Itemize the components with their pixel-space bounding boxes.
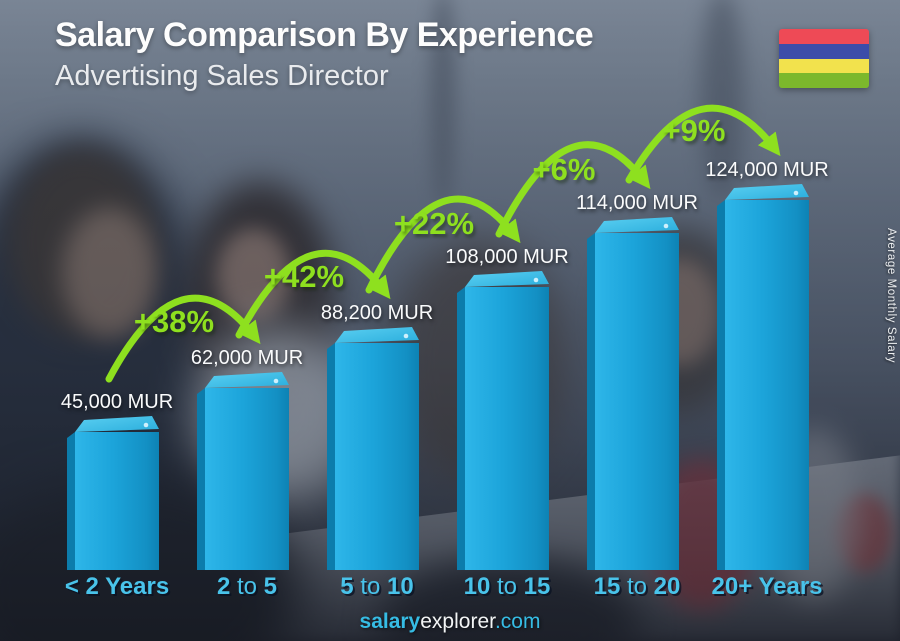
page-subtitle: Advertising Sales Director [55, 59, 389, 92]
flag-stripe-yellow [779, 58, 869, 74]
page-title: Salary Comparison By Experience [55, 16, 594, 54]
x-axis-label-text: 15 [523, 573, 551, 600]
bar-column-2 [197, 372, 289, 570]
x-axis-label-connector: to [230, 573, 264, 600]
bar-column-1 [67, 416, 159, 570]
bar-side-face [67, 432, 75, 570]
x-axis-label-text: 2 [216, 573, 231, 600]
footer: salaryexplorer.com [0, 610, 900, 634]
value-label: 114,000 MUR [576, 192, 698, 214]
x-axis-label: < 2 Years [65, 573, 169, 601]
brand-domain: .com [494, 610, 541, 633]
bar-side-face [327, 343, 335, 570]
bar-column-5 [587, 217, 679, 570]
x-axis-label-text: < 2 Years [64, 573, 170, 600]
bar-column-3 [327, 327, 419, 570]
x-axis-label-text: 5 [340, 573, 354, 600]
bar-front-face [725, 200, 809, 570]
value-label: 62,000 MUR [190, 347, 304, 369]
x-axis-label-text: 15 [593, 573, 621, 600]
bar-glint [663, 223, 669, 229]
x-axis-label: 20+ Years [711, 573, 822, 601]
x-axis-label-connector: to [490, 573, 524, 600]
brand-salary: salary [359, 610, 421, 633]
value-label: 45,000 MUR [60, 391, 174, 413]
header: Salary Comparison By Experience Advertis… [55, 14, 594, 93]
percent-change-label: +22% [393, 206, 475, 241]
x-axis-label-text: 10 [463, 573, 491, 600]
y-axis-label: Average Monthly Salary [885, 228, 897, 364]
value-label: 88,200 MUR [320, 302, 434, 324]
bar-front-face [75, 432, 159, 570]
x-axis-label-text: 20 [653, 573, 681, 600]
bar-glint [533, 277, 539, 283]
percent-change-label: +9% [662, 113, 726, 149]
x-axis-label: 5 to 10 [340, 573, 413, 601]
x-axis-label-connector: to [353, 573, 388, 600]
bar-glint [403, 333, 409, 339]
value-label: 108,000 MUR [445, 246, 569, 268]
x-axis-label-connector: to [620, 573, 654, 600]
bar-front-face [465, 287, 549, 570]
bar-side-face [587, 233, 595, 570]
bar-glint [273, 378, 279, 384]
flag-stripe-blue [779, 43, 869, 59]
bar-glint [793, 190, 799, 196]
x-axis-label: 15 to 20 [594, 573, 681, 601]
percent-change-label: +42% [263, 259, 345, 295]
mauritius-flag-icon [779, 29, 869, 88]
percent-change-label: +38% [133, 304, 215, 339]
value-label: 124,000 MUR [705, 159, 829, 181]
x-axis-label-text: 20+ Years [711, 573, 823, 600]
brand-link[interactable]: salaryexplorer.com [360, 610, 541, 633]
bar-glint [143, 422, 149, 428]
percent-change-label: +6% [532, 151, 596, 187]
bar-column-4 [457, 271, 549, 570]
bar-side-face [197, 388, 205, 570]
bar-side-face [717, 200, 725, 570]
x-axis-label-text: 10 [387, 573, 414, 600]
bar-column-6 [717, 184, 809, 570]
x-axis-label: 10 to 15 [464, 573, 551, 601]
bar-front-face [335, 343, 419, 570]
brand-explorer: explorer [420, 610, 495, 633]
x-axis-label: 2 to 5 [217, 573, 277, 601]
flag-stripe-red [779, 29, 869, 44]
bar-front-face [595, 233, 679, 570]
flag-stripe-green [779, 73, 869, 88]
x-axis-label-text: 5 [263, 573, 278, 600]
bar-front-face [205, 388, 289, 570]
bar-side-face [457, 287, 465, 570]
